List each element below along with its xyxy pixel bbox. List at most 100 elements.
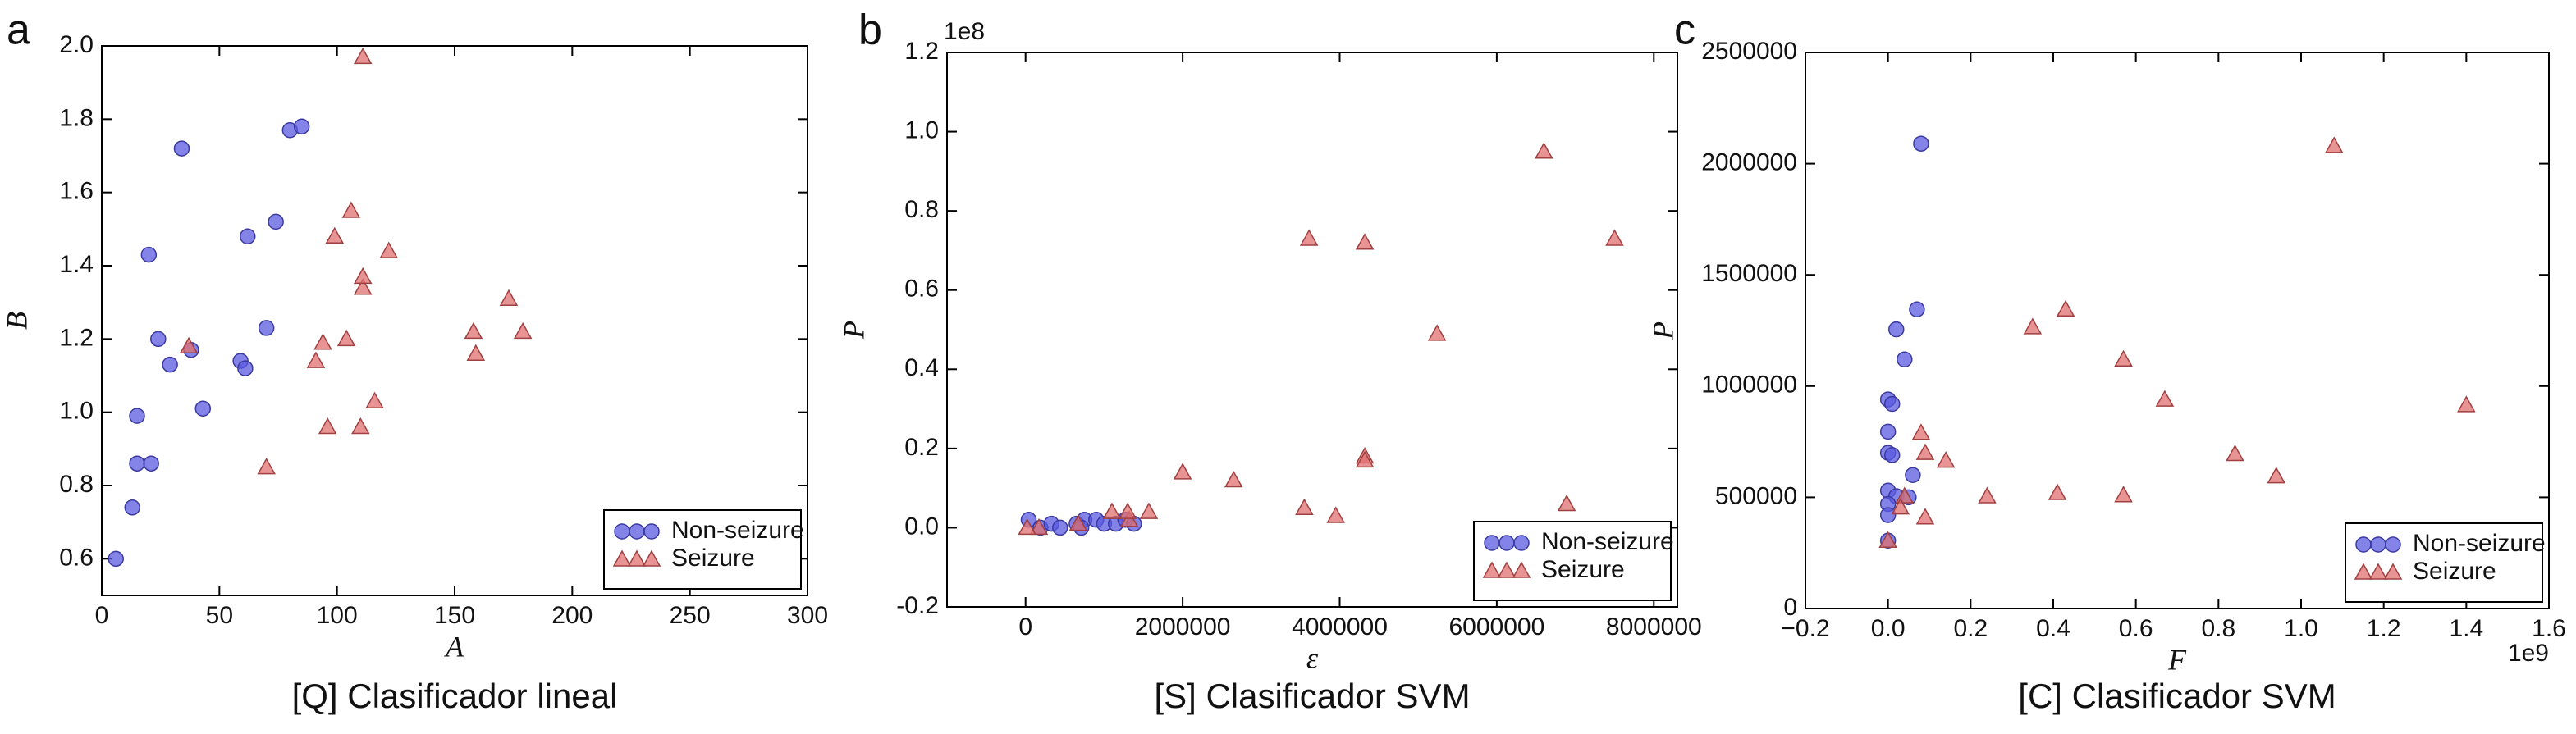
- plot-frame: [1805, 52, 2550, 609]
- legend-label: Seizure: [671, 545, 755, 572]
- plot-frame: [946, 52, 1678, 608]
- legend-marker: [1482, 561, 1502, 578]
- point: [336, 329, 356, 347]
- y-tick-label: 1.2: [904, 38, 939, 65]
- point: [2114, 349, 2133, 367]
- y-tick-label: 0.8: [59, 471, 94, 498]
- point: [318, 417, 337, 435]
- point: [353, 267, 373, 285]
- x-tick-label: 1.2: [2367, 615, 2401, 642]
- x-tick-label: 0: [95, 602, 109, 629]
- point: [353, 278, 373, 295]
- point: [237, 360, 254, 376]
- point: [353, 47, 373, 65]
- point: [1535, 142, 1553, 159]
- legend-label: Seizure: [1541, 556, 1625, 583]
- y-tick-label: 0.4: [904, 354, 939, 381]
- point: [1913, 135, 1929, 152]
- x-tick-label: 8000000: [1606, 613, 1702, 641]
- y-tick-label: 1.4: [59, 251, 94, 278]
- point: [1915, 508, 1935, 525]
- point: [2226, 444, 2244, 462]
- legend-marker: [642, 549, 661, 567]
- point: [1118, 502, 1137, 519]
- point: [1427, 324, 1447, 341]
- point: [140, 246, 158, 263]
- y-tick-label: 0.0: [904, 513, 939, 540]
- point: [173, 140, 190, 157]
- point: [1557, 494, 1576, 512]
- x-tick-label: 0.6: [2119, 615, 2153, 642]
- x-tick-label: 4000000: [1292, 613, 1388, 641]
- point: [194, 400, 212, 417]
- legend-marker: [629, 523, 645, 540]
- point: [2048, 483, 2067, 500]
- y-tick-label: 1.8: [59, 104, 94, 131]
- point: [1891, 498, 1910, 515]
- point: [513, 321, 533, 340]
- point: [1029, 517, 1049, 536]
- x-tick-label: 1.6: [2532, 615, 2566, 642]
- y-tick-label: 500000: [1715, 482, 1797, 509]
- point: [365, 391, 384, 409]
- x-tick-label: 0.2: [1953, 615, 1988, 642]
- point: [1879, 423, 1897, 440]
- point: [1909, 301, 1925, 317]
- point: [239, 228, 256, 245]
- y-tick-label: 2.0: [59, 31, 94, 58]
- x-tick-label: 150: [434, 602, 475, 629]
- point: [1879, 507, 1897, 523]
- point: [1978, 486, 1997, 504]
- point: [341, 201, 361, 218]
- point: [143, 455, 159, 472]
- point: [306, 351, 326, 368]
- x-tick-label: 0.4: [2036, 615, 2070, 642]
- point: [1897, 351, 1913, 368]
- y-tick-label: 1.0: [904, 116, 939, 144]
- x-tick-label: 0.0: [1871, 615, 1906, 642]
- legend-marker: [627, 549, 647, 567]
- legend: [1473, 521, 1672, 601]
- y-tick-label: 0: [1783, 594, 1797, 621]
- point: [2114, 486, 2133, 503]
- legend-marker: [2370, 536, 2386, 553]
- y-offset-label: 1e8: [944, 18, 985, 45]
- point: [108, 550, 124, 568]
- point: [268, 213, 284, 230]
- x-tick-label: 100: [317, 602, 358, 629]
- point: [1355, 233, 1375, 250]
- legend-marker: [1512, 561, 1531, 578]
- point: [1915, 443, 1935, 460]
- point: [466, 344, 486, 361]
- y-tick-label: 1.2: [59, 324, 94, 351]
- legend-label: Non-seizure: [2413, 530, 2546, 557]
- caption: [Q] Clasificador lineal: [292, 677, 618, 715]
- y-tick-label: 0.2: [904, 434, 939, 461]
- point: [2023, 317, 2043, 335]
- legend-marker: [612, 549, 632, 567]
- y-tick-label: 1000000: [1701, 372, 1797, 399]
- x-axis-label: ε: [1306, 641, 1319, 674]
- panel-label: b: [858, 7, 882, 54]
- x-offset-label: 1e9: [2508, 640, 2549, 667]
- legend-marker: [2385, 536, 2401, 553]
- point: [499, 289, 519, 306]
- point: [379, 241, 399, 258]
- point: [2324, 136, 2344, 153]
- x-tick-label: 0.8: [2201, 615, 2235, 642]
- caption: [S] Clasificador SVM: [1154, 677, 1470, 715]
- point: [258, 320, 275, 336]
- legend-marker: [1497, 561, 1517, 578]
- point: [1173, 463, 1192, 480]
- point: [1936, 451, 1956, 468]
- x-tick-label: 300: [787, 602, 828, 629]
- point: [129, 408, 145, 424]
- point: [129, 455, 145, 472]
- legend-marker: [1484, 535, 1500, 551]
- legend: [2345, 522, 2543, 603]
- point: [2056, 299, 2075, 317]
- legend-label: Seizure: [2413, 558, 2496, 585]
- point: [1068, 514, 1088, 531]
- point: [1355, 450, 1375, 468]
